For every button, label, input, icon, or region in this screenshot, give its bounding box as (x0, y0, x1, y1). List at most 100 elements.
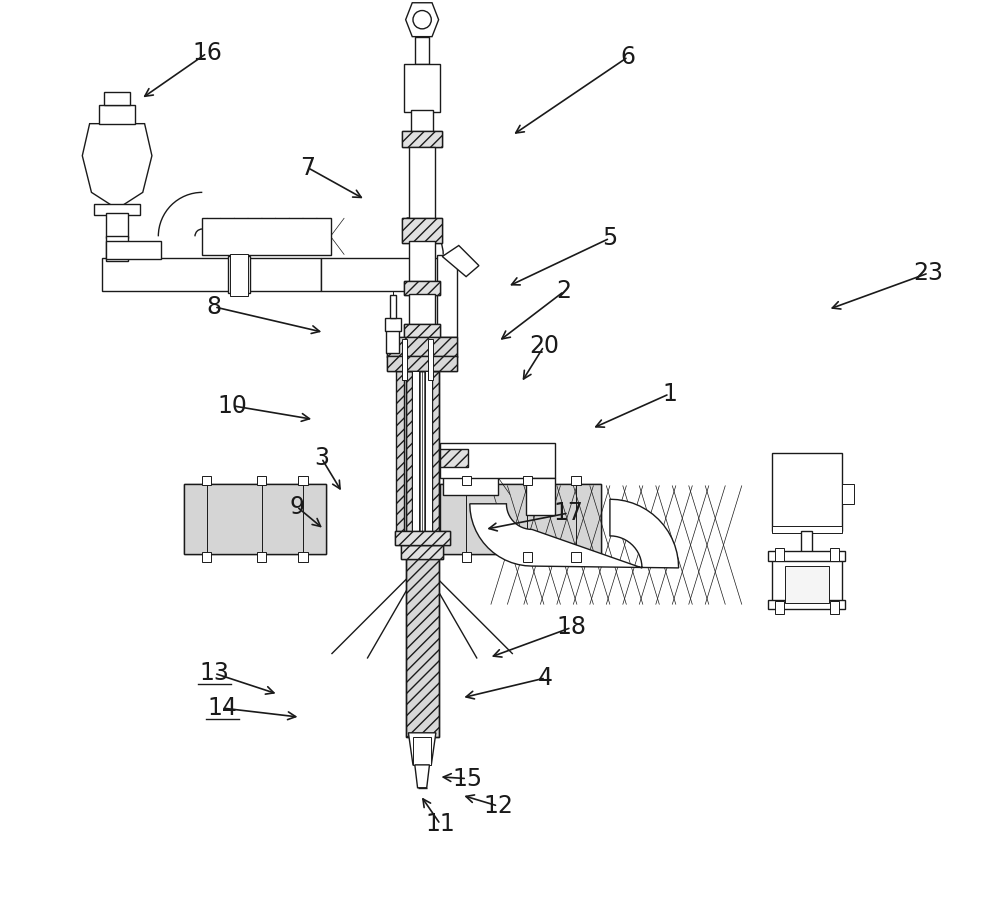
Bar (230, 254, 248, 296)
Bar (443, 458, 498, 495)
Bar (768, 551, 845, 561)
Bar (406, 371, 412, 554)
Bar (202, 552, 211, 562)
Bar (402, 218, 442, 243)
Bar (106, 236, 128, 261)
Bar (401, 545, 443, 559)
Bar (387, 337, 457, 357)
Bar (184, 484, 326, 554)
Text: 9: 9 (289, 495, 304, 518)
Bar (99, 105, 135, 124)
Bar (387, 337, 457, 357)
Polygon shape (442, 245, 479, 277)
Bar (406, 554, 439, 737)
Text: 13: 13 (199, 661, 229, 685)
Bar (298, 552, 308, 562)
Text: 12: 12 (483, 794, 513, 818)
Bar (402, 339, 407, 380)
Text: 20: 20 (529, 334, 559, 358)
Bar (106, 213, 128, 238)
Bar (387, 356, 457, 371)
Bar (406, 554, 439, 737)
Bar (202, 476, 211, 485)
Bar (184, 484, 326, 554)
Bar (830, 548, 839, 561)
Bar (768, 600, 845, 609)
Bar (402, 218, 442, 243)
Bar (395, 531, 450, 545)
Bar (228, 256, 250, 293)
Bar (412, 371, 419, 554)
Bar (785, 566, 829, 603)
Bar (440, 449, 468, 467)
Polygon shape (406, 3, 439, 37)
Text: 2: 2 (557, 279, 572, 303)
Bar (94, 204, 140, 215)
Bar (104, 92, 130, 105)
Bar (571, 476, 581, 485)
Bar (523, 552, 532, 562)
Bar (387, 356, 457, 371)
Text: 6: 6 (621, 45, 636, 69)
Text: 23: 23 (914, 261, 944, 285)
Bar (257, 552, 266, 562)
Bar (396, 371, 404, 536)
Text: 7: 7 (300, 156, 315, 180)
Bar (386, 330, 399, 353)
Bar (390, 295, 396, 318)
Bar (385, 318, 401, 331)
Bar (428, 339, 433, 380)
Bar (406, 68, 439, 108)
Bar (462, 552, 471, 562)
Text: 16: 16 (192, 41, 222, 65)
Bar (772, 557, 842, 605)
Bar (404, 281, 440, 295)
Bar (571, 552, 581, 562)
Bar (202, 218, 331, 255)
Bar (772, 453, 842, 531)
Text: 8: 8 (207, 295, 222, 319)
Bar (776, 457, 838, 528)
Bar (413, 737, 431, 765)
Bar (411, 110, 433, 133)
Bar (415, 37, 429, 64)
Bar (106, 241, 161, 259)
Bar (409, 241, 435, 284)
Text: 11: 11 (426, 812, 455, 836)
Polygon shape (415, 765, 429, 788)
Bar (440, 449, 468, 467)
Bar (440, 484, 601, 554)
Bar (257, 476, 266, 485)
Bar (321, 258, 443, 291)
Text: 17: 17 (554, 501, 584, 525)
Bar (298, 476, 308, 485)
Polygon shape (470, 499, 679, 568)
Bar (437, 255, 457, 337)
Bar (404, 281, 440, 295)
Text: 5: 5 (602, 226, 618, 250)
Bar (462, 476, 471, 485)
Bar (409, 147, 435, 220)
Polygon shape (408, 733, 436, 765)
Bar (772, 526, 842, 533)
Bar (440, 443, 555, 478)
Bar (395, 531, 450, 545)
Bar (102, 258, 321, 291)
Text: 10: 10 (218, 394, 247, 418)
Bar (404, 324, 440, 338)
Bar (402, 131, 442, 147)
Text: 18: 18 (556, 616, 586, 639)
Text: 14: 14 (208, 696, 237, 720)
Bar (404, 324, 440, 338)
Bar (425, 371, 432, 554)
Bar (402, 131, 442, 147)
Text: 4: 4 (538, 666, 553, 690)
Bar (775, 601, 784, 614)
Bar (775, 548, 784, 561)
Bar (526, 478, 555, 515)
Bar (523, 476, 532, 485)
Bar (801, 531, 812, 559)
Bar (842, 484, 854, 504)
Bar (396, 371, 404, 536)
Bar (406, 371, 439, 554)
